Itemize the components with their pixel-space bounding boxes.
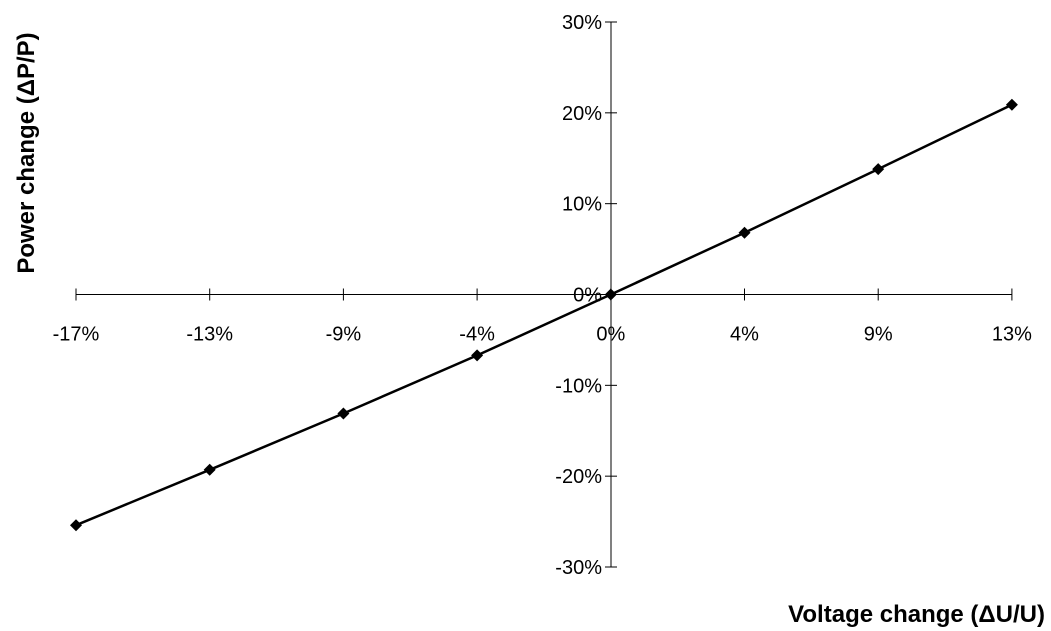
- data-point-marker: [738, 226, 751, 239]
- x-tick-label: 13%: [992, 324, 1032, 346]
- y-axis-title: Power change (ΔP/P): [13, 32, 40, 273]
- data-point-marker: [604, 288, 617, 301]
- x-tick-label: 4%: [730, 324, 759, 346]
- y-tick-label: -10%: [555, 375, 602, 397]
- data-point-marker: [872, 163, 885, 176]
- axes: [75, 21, 1013, 568]
- data-point-marker: [337, 407, 350, 420]
- y-tick-label: -20%: [555, 466, 602, 488]
- data-point-marker: [203, 463, 216, 476]
- y-tick-label: 30%: [562, 12, 602, 34]
- x-tick-label: -17%: [53, 324, 100, 346]
- y-tick-label: 10%: [562, 194, 602, 216]
- x-axis-title: Voltage change (ΔU/U): [788, 601, 1045, 628]
- x-tick-label: -13%: [186, 324, 233, 346]
- y-tick-label: 0%: [573, 285, 602, 307]
- data-point-marker: [471, 349, 484, 362]
- data-series: [70, 98, 1018, 532]
- tick-labels: -17% -13% -9% -4% 0% 4% 9% 13% 30% 20% 10% 0% -10% -2…: [53, 12, 1032, 579]
- x-tick-label: 9%: [864, 324, 893, 346]
- data-point-marker: [70, 519, 82, 532]
- x-tick-label: -9%: [326, 324, 362, 346]
- x-tick-label: -4%: [459, 324, 495, 346]
- x-tick-label: 0%: [596, 324, 625, 346]
- y-tick-label: 20%: [562, 103, 602, 125]
- y-tick-label: -30%: [555, 557, 602, 579]
- series-line: [75, 103, 1013, 527]
- data-point-marker: [1005, 98, 1018, 111]
